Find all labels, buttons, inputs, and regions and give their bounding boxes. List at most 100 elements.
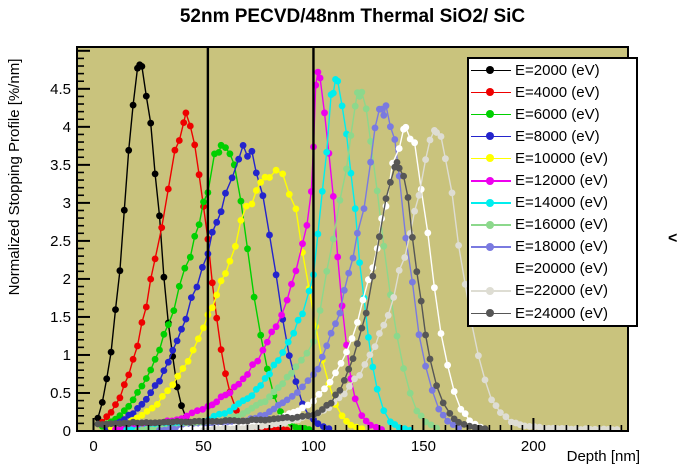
data-point [228,174,236,182]
data-point [244,371,251,378]
legend-entry: E=12000 (eV) [469,169,636,191]
data-point [347,421,355,429]
data-point [217,346,225,353]
data-point [356,372,363,379]
data-point [450,388,458,395]
data-point [125,146,133,154]
legend-entry: E=24000 (eV) [469,302,636,324]
data-point [252,386,260,393]
data-point [288,369,295,377]
data-point [222,370,229,378]
data-point [413,268,421,276]
data-point [182,109,190,117]
data-point [382,195,390,203]
data-point [298,356,305,364]
data-point [148,404,156,412]
legend-label: E=22000 (eV) [515,282,608,300]
legend-label: E=6000 (eV) [515,105,600,123]
data-point [340,286,348,294]
data-point [343,417,350,425]
data-point [351,395,359,403]
x-tick-label: 100 [301,438,326,455]
data-point [356,259,363,266]
data-point [372,423,380,431]
data-point [270,388,278,396]
data-point [191,232,199,240]
data-point [327,329,335,337]
data-point [248,392,256,400]
data-point [208,228,216,236]
data-point [488,396,495,404]
data-point [481,376,489,384]
data-point [270,405,278,413]
y-tick-label: 2 [63,271,71,288]
data-point [354,340,361,348]
data-point [116,412,124,419]
data-point [327,399,335,407]
y-tick-label: 2.5 [50,233,71,250]
data-point [402,123,410,131]
caret-annotation: < [668,230,678,247]
legend-marker-icon [469,242,515,252]
data-point [116,267,124,275]
data-point [175,137,183,144]
data-point [237,197,245,205]
data-point [259,346,267,354]
data-point [174,372,182,380]
data-point [369,272,377,280]
data-point [193,283,201,291]
data-point [444,417,451,425]
data-point [266,370,273,378]
data-point [257,382,265,389]
data-point [304,377,312,384]
data-point [171,146,179,154]
data-point [346,382,353,390]
data-point [362,417,370,425]
data-point [340,377,348,384]
data-point [457,405,465,413]
data-point [200,198,207,206]
data-point [129,355,137,363]
legend-entry: E=2000 (eV) [469,59,636,81]
data-point [213,314,221,322]
y-tick-label: 3.5 [50,157,71,174]
legend-label: E=14000 (eV) [515,194,608,212]
data-point [426,136,434,144]
data-point [367,137,374,145]
data-point [160,330,168,338]
data-point [314,68,322,76]
data-point [382,102,390,110]
data-point [329,89,337,97]
data-point [248,147,256,155]
data-point [406,389,414,397]
data-point [156,212,163,220]
data-point [387,178,394,186]
data-point [285,352,293,359]
data-point [321,385,328,393]
data-point [292,205,300,213]
data-point [189,346,197,354]
data-point [338,102,346,110]
data-point [358,425,366,431]
data-point [358,324,366,332]
data-point [390,294,398,301]
data-point [400,172,407,180]
legend-entry: E=18000 (eV) [469,236,636,258]
legend-marker-icon [469,176,515,186]
data-point [138,63,146,70]
data-point [323,342,331,350]
data-point [354,319,361,326]
data-point [179,365,187,372]
data-point [213,291,221,299]
data-point [299,310,306,318]
data-point [314,230,322,238]
legend-label: E=18000 (eV) [515,238,608,256]
data-point [332,320,339,328]
data-point [195,221,203,229]
data-point [433,382,440,390]
data-point [173,337,181,345]
data-point [169,346,177,354]
data-point [371,343,379,350]
data-point [369,363,377,371]
